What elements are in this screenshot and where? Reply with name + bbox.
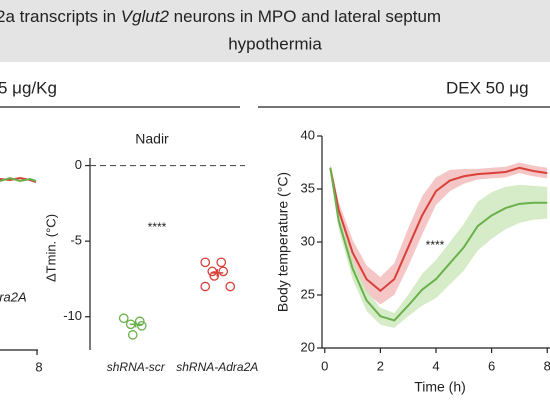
y-axis-label: Body temperature (°C) (275, 172, 291, 312)
line (329, 167, 548, 322)
annotation: **** (426, 238, 445, 252)
x-tick-label: 2 (377, 358, 384, 373)
section-title: DEX 50 μg (446, 78, 529, 97)
legend-label: dra2A (0, 289, 27, 304)
data-point (218, 266, 229, 277)
data-point (216, 257, 227, 268)
figure-title: 2a transcripts in Vglut2 neurons in MPO … (0, 7, 441, 26)
title-part: Vglut2 (121, 7, 170, 26)
y-axis-label: ΔTmin. (°C) (43, 214, 58, 282)
data-point (136, 320, 147, 331)
error-band (330, 162, 548, 305)
data-point (200, 257, 211, 268)
data-point (200, 281, 211, 292)
annotation: **** (148, 220, 167, 234)
y-tick-label: 30 (301, 233, 315, 248)
line (329, 166, 548, 293)
title-part: neurons in MPO and lateral septum (169, 7, 441, 26)
x-tick-label: 8 (544, 358, 550, 373)
y-tick-label: 40 (301, 127, 315, 142)
chart-title: Nadir (135, 131, 169, 147)
x-axis-label: Time (h) (414, 379, 466, 395)
x-tick-label: 4 (432, 358, 439, 373)
y-tick-label: 20 (301, 339, 315, 354)
title-band (0, 0, 550, 62)
error-band (330, 164, 548, 328)
y-tick-label: -10 (63, 308, 82, 323)
x-tick-label: 8 (35, 359, 42, 374)
x-tick-label: shRNA-scr (107, 360, 166, 374)
data-point (118, 313, 129, 324)
y-tick-label: 0 (75, 157, 82, 172)
title-part: 2a transcripts in (0, 7, 121, 26)
data-point (225, 281, 236, 292)
data-point (209, 271, 220, 281)
data-point (207, 266, 218, 277)
x-tick-label: 6 (488, 358, 495, 373)
y-tick-label: 35 (301, 180, 315, 195)
y-tick-label: 25 (301, 286, 315, 301)
line-stub (0, 176, 37, 183)
x-tick-label: 0 (321, 358, 328, 373)
section-title: 5 μg/Kg (0, 78, 57, 97)
figure-title-line2: hypothermia (228, 34, 322, 53)
x-tick-label: shRNA-Adra2A (176, 360, 258, 374)
data-point (127, 330, 138, 340)
y-tick-label: -5 (70, 233, 82, 248)
